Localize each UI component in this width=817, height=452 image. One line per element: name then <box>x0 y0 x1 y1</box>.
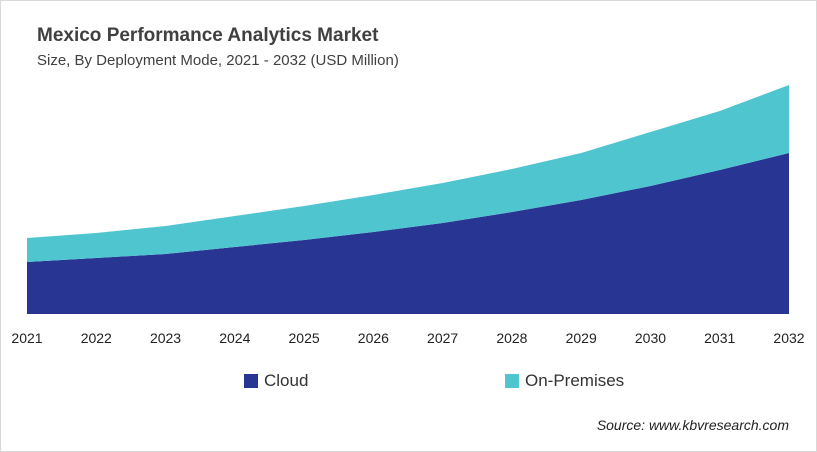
x-tick-label: 2029 <box>566 330 597 346</box>
legend-swatch-cloud <box>244 374 258 388</box>
x-tick-label: 2026 <box>358 330 389 346</box>
x-tick-label: 2031 <box>704 330 735 346</box>
source-note: Source: www.kbvresearch.com <box>596 417 789 433</box>
chart-subtitle: Size, By Deployment Mode, 2021 - 2032 (U… <box>37 52 399 69</box>
legend-item-cloud: Cloud <box>244 371 308 391</box>
x-tick-label: 2021 <box>11 330 42 346</box>
x-tick-label: 2022 <box>81 330 112 346</box>
x-tick-label: 2032 <box>773 330 804 346</box>
legend-label-cloud: Cloud <box>264 371 309 390</box>
area-cloud <box>27 153 789 314</box>
legend-item-on-premises: On-Premises <box>505 371 624 391</box>
legend-label-on-premises: On-Premises <box>525 371 625 390</box>
area-on-premises <box>27 85 789 262</box>
x-tick-label: 2030 <box>635 330 666 346</box>
x-tick-label: 2025 <box>289 330 320 346</box>
x-tick-label: 2027 <box>427 330 458 346</box>
x-tick-label: 2028 <box>496 330 527 346</box>
legend-swatch-on-premises <box>505 374 519 388</box>
chart-title: Mexico Performance Analytics Market <box>37 25 379 46</box>
x-tick-label: 2024 <box>219 330 250 346</box>
x-tick-label: 2023 <box>150 330 181 346</box>
